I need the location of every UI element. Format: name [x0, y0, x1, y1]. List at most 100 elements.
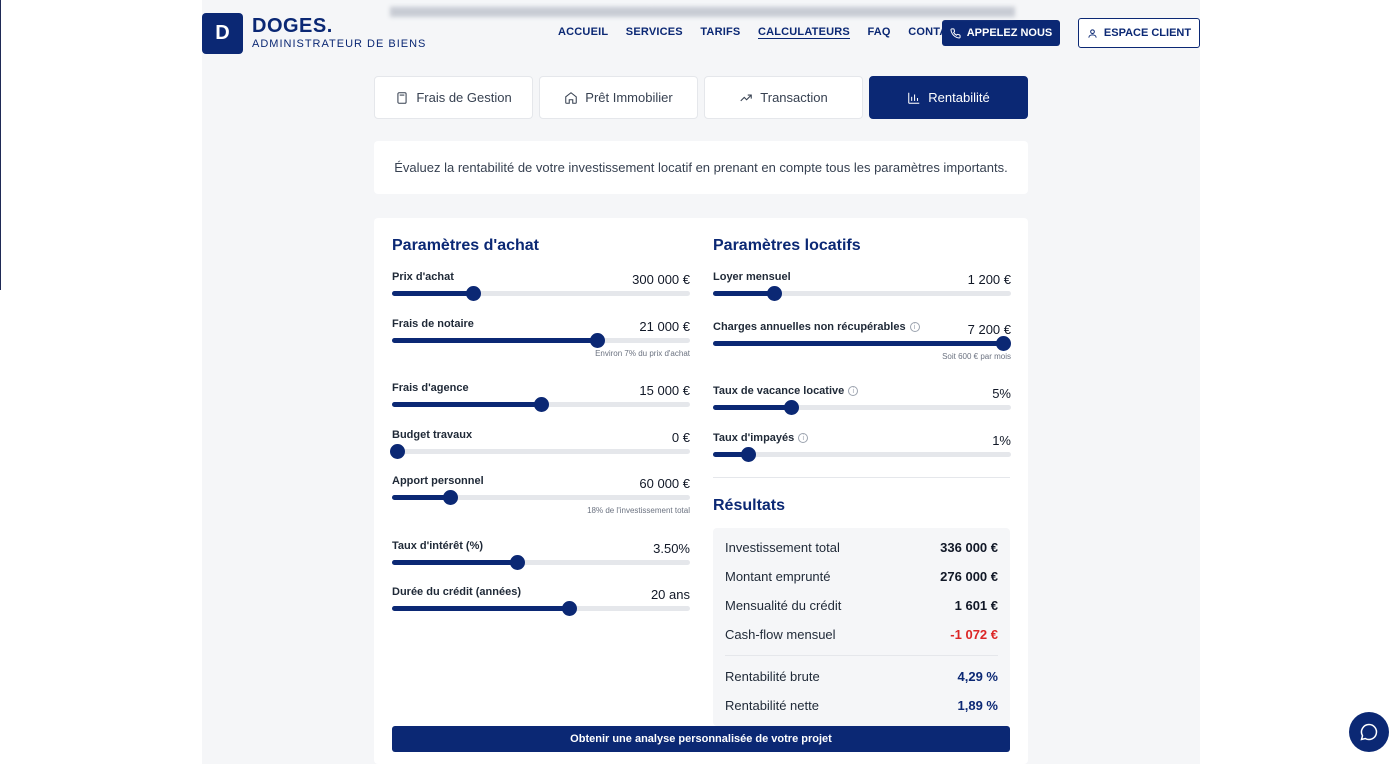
- intro-text: Évaluez la rentabilité de votre investis…: [374, 141, 1028, 194]
- param-value: 21 000 €: [639, 319, 690, 334]
- param-label-text: Durée du crédit (années): [392, 586, 521, 598]
- slider-track[interactable]: [392, 397, 690, 412]
- nav-accueil[interactable]: ACCUEIL: [558, 26, 609, 38]
- slider-thumb[interactable]: [533, 397, 549, 412]
- tab-rentabilite[interactable]: Rentabilité: [869, 76, 1028, 119]
- slider-fill: [392, 495, 451, 500]
- param-label: Budget travaux: [392, 429, 472, 441]
- tab-transaction[interactable]: Transaction: [704, 76, 863, 119]
- slider-fill: [392, 606, 570, 611]
- tab-frais-gestion[interactable]: Frais de Gestion: [374, 76, 533, 119]
- slider-track[interactable]: [392, 286, 690, 301]
- chat-button[interactable]: [1349, 712, 1389, 752]
- info-icon[interactable]: i: [848, 386, 859, 396]
- param-hint: Environ 7% du prix d'achat: [595, 349, 690, 358]
- logo-letter: D: [215, 22, 230, 44]
- call-button[interactable]: APPELEZ NOUS: [942, 20, 1060, 46]
- param-value: 5%: [992, 386, 1011, 401]
- slider-thumb[interactable]: [561, 601, 577, 616]
- slider-track[interactable]: [392, 601, 690, 616]
- slider-track[interactable]: [713, 400, 1011, 415]
- info-icon[interactable]: i: [909, 322, 920, 332]
- param-label-text: Frais de notaire: [392, 318, 474, 330]
- slider-thumb[interactable]: [466, 286, 482, 301]
- right-margin: [1200, 0, 1400, 764]
- result-value: -1 072 €: [950, 626, 998, 642]
- results-panel: Investissement total 336 000 € Montant emp…: [713, 528, 1010, 726]
- left-edge-line: [0, 0, 1, 290]
- result-value: 336 000 €: [940, 539, 998, 555]
- param-value: 7 200 €: [967, 322, 1011, 337]
- result-label: Rentabilité nette: [725, 697, 819, 713]
- tab-label: Prêt Immobilier: [585, 90, 673, 105]
- param-hint: Soit 600 € par mois: [942, 352, 1011, 361]
- brand-tagline: ADMINISTRATEUR DE BIENS: [252, 38, 427, 50]
- tab-pret-immobilier[interactable]: Prêt Immobilier: [539, 76, 698, 119]
- slider-fill: [713, 341, 1004, 346]
- param-value: 300 000 €: [632, 272, 690, 287]
- call-label: APPELEZ NOUS: [966, 27, 1053, 39]
- client-area-button[interactable]: ESPACE CLIENT: [1078, 18, 1200, 48]
- param-label: Frais d'agence: [392, 382, 469, 394]
- main-nav: ACCUEIL SERVICES TARIFS CALCULATEURS FAQ…: [558, 26, 980, 39]
- info-icon[interactable]: i: [798, 433, 809, 443]
- brand-name[interactable]: DOGES.: [252, 15, 333, 37]
- slider-thumb[interactable]: [783, 400, 799, 415]
- phone-icon: [950, 27, 961, 39]
- slider-track[interactable]: [713, 286, 1011, 301]
- result-label: Investissement total: [725, 539, 840, 555]
- slider-fill: [392, 402, 541, 407]
- param-label-text: Budget travaux: [392, 429, 473, 441]
- slider-track[interactable]: [392, 333, 690, 348]
- slider-thumb[interactable]: [590, 333, 606, 348]
- blurred-header-text: ▆▆▆▆▆▆▆▆▆▆▆▆▆▆▆▆▆▆▆▆▆▆▆▆▆▆▆▆▆▆▆▆▆▆▆▆▆▆▆▆…: [390, 3, 1015, 17]
- slider-fill: [713, 452, 749, 457]
- analysis-cta-button[interactable]: Obtenir une analyse personnalisée de vot…: [392, 726, 1010, 752]
- param-value: 1%: [992, 433, 1011, 448]
- nav-calculateurs[interactable]: CALCULATEURS: [757, 26, 850, 39]
- param-label-text: Loyer mensuel: [713, 271, 791, 283]
- nav-tarifs[interactable]: TARIFS: [700, 26, 741, 38]
- site-header: D DOGES. ADMINISTRATEUR DE BIENS ACCUEIL…: [202, 0, 1200, 66]
- param-label: Taux d'impayés i: [713, 432, 809, 444]
- result-label: Rentabilité brute: [725, 668, 820, 684]
- nav-services[interactable]: SERVICES: [625, 26, 683, 38]
- slider-track[interactable]: [713, 447, 1011, 462]
- slider-thumb[interactable]: [766, 286, 782, 301]
- slider-track[interactable]: [713, 336, 1012, 351]
- slider-thumb[interactable]: [442, 490, 458, 505]
- slider-fill: [713, 405, 792, 410]
- tab-label: Frais de Gestion: [416, 90, 512, 105]
- results-title: Résultats: [713, 497, 786, 514]
- nav-faq[interactable]: FAQ: [867, 26, 891, 38]
- slider-thumb[interactable]: [509, 555, 525, 570]
- result-row-mensualite-du-credit: Mensualité du crédit 1 601 €: [725, 595, 998, 615]
- slider-track[interactable]: [390, 444, 690, 459]
- result-label: Cash-flow mensuel: [725, 626, 836, 642]
- calculator-tabs: Frais de Gestion Prêt Immobilier Transac…: [374, 76, 1028, 119]
- slider-thumb[interactable]: [996, 336, 1012, 351]
- slider-thumb[interactable]: [390, 444, 406, 459]
- param-value: 3.50%: [653, 541, 690, 556]
- result-value: 276 000 €: [940, 568, 998, 584]
- param-value: 20 ans: [650, 587, 690, 602]
- slider-thumb[interactable]: [741, 447, 757, 462]
- chat-bubble-icon: [1360, 723, 1378, 741]
- param-value: 15 000 €: [639, 383, 690, 398]
- tab-label: Transaction: [760, 90, 828, 105]
- result-row-rentabilite-nette: Rentabilité nette 1,89 %: [725, 695, 998, 715]
- param-label-text: Apport personnel: [392, 475, 484, 487]
- param-label: Loyer mensuel: [713, 271, 791, 283]
- slider-fill: [392, 560, 518, 565]
- param-label-text: Taux d'impayés: [713, 432, 795, 444]
- slider-track[interactable]: [392, 490, 690, 505]
- param-label: Charges annuelles non récupérables i: [713, 321, 920, 333]
- slider-fill: [713, 291, 775, 296]
- result-row-cash-flow-mensuel: Cash-flow mensuel -1 072 €: [725, 624, 998, 644]
- slider-track[interactable]: [392, 555, 690, 570]
- logo-mark[interactable]: D: [202, 13, 243, 54]
- result-value: 4,29 %: [957, 668, 998, 684]
- param-value: 1 200 €: [967, 272, 1011, 287]
- param-value: 60 000 €: [639, 476, 690, 491]
- result-label: Montant emprunté: [725, 568, 831, 584]
